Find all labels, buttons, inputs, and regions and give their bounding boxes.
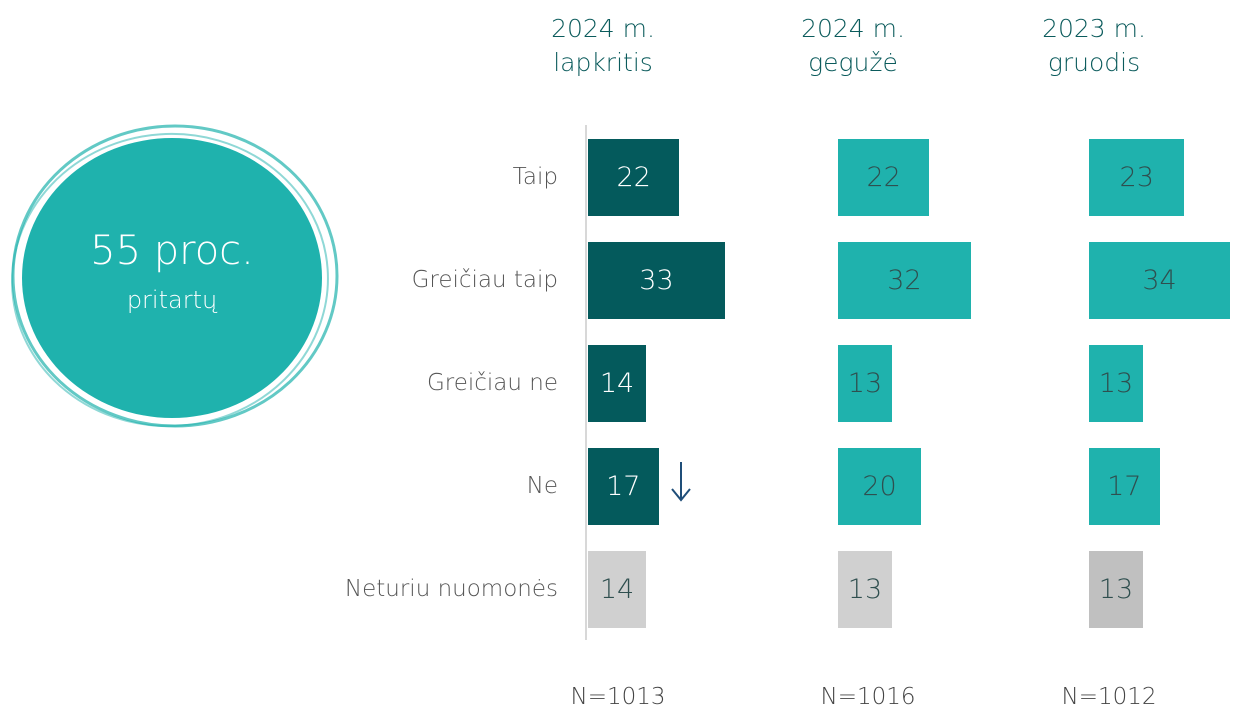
down-arrow	[671, 462, 691, 502]
category-label: Ne	[526, 473, 558, 499]
category-label: Greičiau taip	[411, 267, 558, 293]
value-label: 20	[862, 471, 897, 502]
bar: 22	[588, 139, 680, 216]
bar: 22	[838, 139, 930, 216]
value-label: 13	[847, 368, 883, 399]
sample-size: N=1013	[570, 684, 666, 710]
bar: 17	[1089, 448, 1160, 525]
value-label: 33	[639, 265, 674, 296]
bar: 34	[1089, 242, 1231, 319]
value-label: 13	[1098, 574, 1134, 605]
series-title: 2024 m. lapkritis	[551, 14, 655, 77]
sample-size: N=1016	[820, 684, 916, 710]
circle-stroke	[11, 132, 329, 428]
category-label: Taip	[512, 164, 558, 190]
value-label: 17	[1107, 471, 1142, 502]
bar: 14	[588, 551, 647, 628]
value-label: 13	[847, 574, 883, 605]
highlight-circle	[22, 138, 322, 418]
value-label: 13	[1098, 368, 1134, 399]
value-label: 14	[599, 368, 635, 399]
bar: 23	[1089, 139, 1185, 216]
bar: 13	[838, 345, 892, 422]
bar: 14	[588, 345, 647, 422]
headline: 55 proc.	[90, 228, 254, 274]
series-title: 2023 m. gruodis	[1042, 14, 1146, 77]
value-label: 22	[866, 162, 901, 193]
bar: 33	[588, 242, 725, 319]
value-label: 23	[1119, 162, 1154, 193]
bar: 13	[1089, 345, 1143, 422]
value-label: 32	[887, 265, 922, 296]
value-label: 22	[616, 162, 651, 193]
bar: 13	[1089, 551, 1143, 628]
value-label: 17	[606, 471, 641, 502]
subline: pritartų	[126, 286, 218, 314]
bar: 17	[588, 448, 659, 525]
bar: 13	[838, 551, 892, 628]
value-label: 14	[599, 574, 635, 605]
sample-size: N=1012	[1061, 684, 1157, 710]
bar: 32	[838, 242, 971, 319]
bar: 20	[838, 448, 921, 525]
category-label: Neturiu nuomonės	[344, 576, 558, 602]
series-title: 2024 m. gegužė	[801, 14, 905, 77]
category-label: Greičiau ne	[426, 370, 558, 396]
value-label: 34	[1142, 265, 1177, 296]
